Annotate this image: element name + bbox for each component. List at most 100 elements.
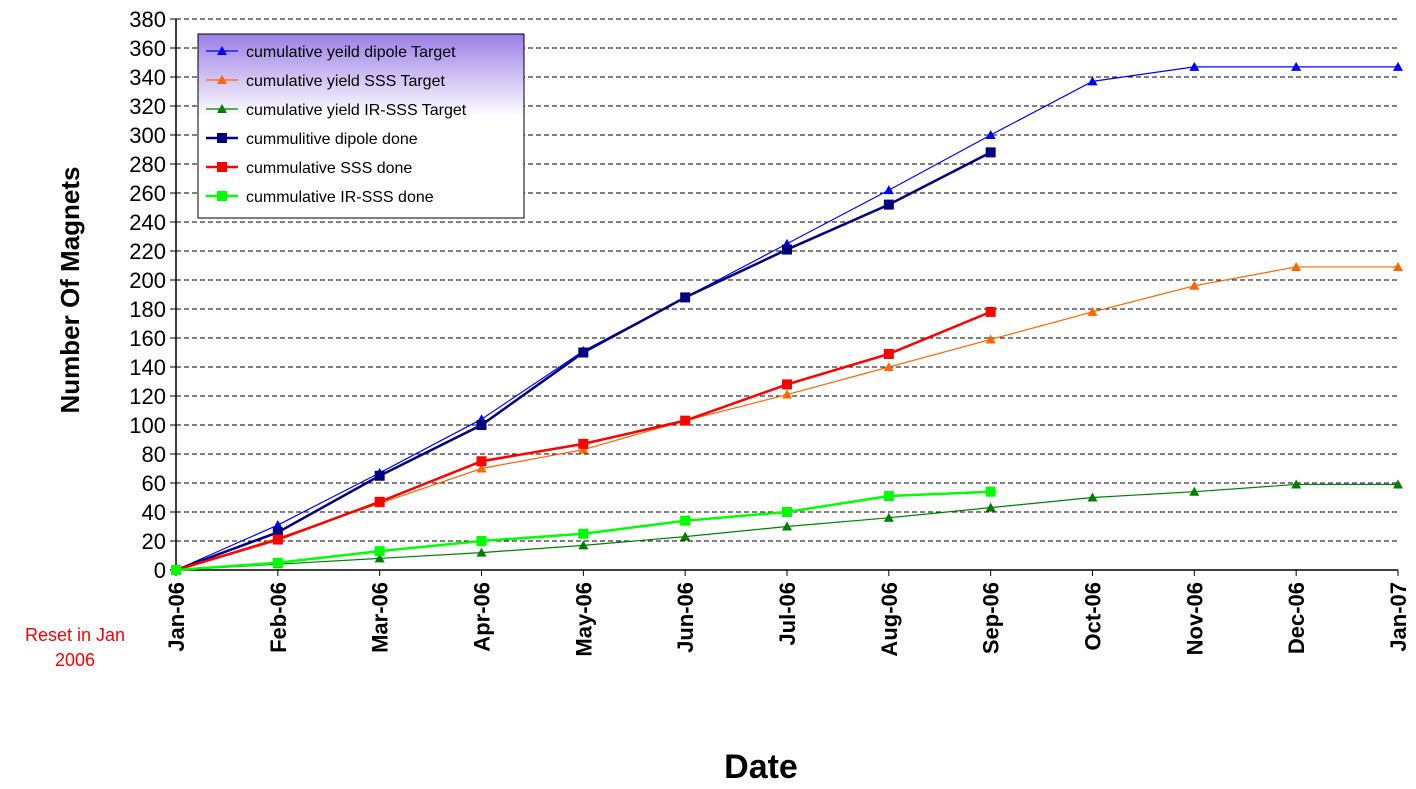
data-point: [985, 147, 996, 158]
data-point: [217, 104, 227, 113]
data-point: [1189, 486, 1200, 496]
y-tick-label: 240: [129, 210, 166, 235]
legend-label: cumulative yield IR-SSS Target: [246, 102, 467, 119]
legend-entry: cummulitive dipole done: [206, 131, 418, 148]
x-tick-label: Jan-06: [164, 582, 189, 652]
y-tick-label: 340: [129, 65, 166, 90]
legend-entry: cumulative yeild dipole Target: [206, 44, 456, 61]
data-point: [272, 557, 283, 568]
legend-label: cumulative yield SSS Target: [246, 73, 445, 90]
data-point: [374, 496, 385, 507]
data-point: [476, 536, 487, 546]
data-point: [782, 521, 792, 531]
data-point: [985, 486, 996, 497]
data-point: [782, 389, 792, 399]
x-tick-label: Mar-06: [368, 582, 393, 653]
reset-note-line-1: Reset in Jan: [24, 625, 126, 645]
legend-label: cummulitive dipole done: [246, 131, 418, 148]
y-tick-label: 100: [129, 413, 166, 438]
y-tick-label: 360: [129, 36, 166, 61]
data-point: [374, 553, 385, 563]
data-point: [578, 347, 589, 358]
data-point: [217, 46, 227, 55]
data-point: [1291, 61, 1302, 71]
data-point: [578, 444, 589, 454]
series: [171, 61, 1403, 575]
data-point: [1087, 306, 1098, 316]
data-point: [1087, 76, 1098, 86]
data-point: [883, 362, 894, 371]
data-point: [680, 515, 691, 526]
y-tick-label: 180: [129, 297, 166, 322]
legend-entry: cummulative IR-SSS done: [206, 189, 434, 206]
data-point: [782, 244, 792, 255]
data-point: [883, 491, 894, 502]
data-point: [1087, 492, 1098, 502]
y-tick-label: 140: [129, 355, 166, 380]
y-tick-labels: 0 20 40 60 80 100 120 140 160 180 200 220 240 260 280 3…: [129, 7, 166, 583]
x-tick-labels: Jan-06 Feb-06 Mar-06 Apr-06 May-06 Jun-06 Jul-…: [164, 582, 1411, 657]
y-tick-label: 320: [129, 94, 166, 119]
y-tick-label: 380: [129, 7, 166, 32]
data-point: [217, 191, 227, 201]
data-point: [985, 502, 996, 512]
data-point: [1189, 61, 1200, 71]
series-6: [171, 486, 996, 575]
data-point: [374, 546, 385, 557]
data-point: [782, 507, 792, 517]
y-tick-label: 0: [154, 558, 166, 583]
data-point: [272, 527, 283, 538]
data-point: [578, 528, 589, 539]
legend-label: cummulative SSS done: [246, 160, 412, 177]
y-tick-label: 20: [142, 529, 166, 554]
y-axis-title: Number Of Magnets: [55, 166, 85, 413]
data-point: [1393, 61, 1403, 71]
x-tick-label: Jun-06: [673, 582, 698, 653]
data-point: [883, 348, 894, 359]
data-point: [1189, 280, 1200, 290]
data-point: [883, 512, 894, 522]
data-point: [680, 531, 691, 541]
y-tick-label: 280: [129, 152, 166, 177]
y-tick-label: 60: [142, 471, 166, 496]
data-point: [1393, 479, 1403, 489]
x-tick-label: Sep-06: [979, 582, 1004, 654]
data-point: [985, 306, 996, 317]
data-point: [476, 420, 487, 430]
x-tick-label: Dec-06: [1284, 582, 1309, 654]
data-point: [680, 415, 691, 426]
data-point: [680, 292, 691, 303]
legend-label: cummulative IR-SSS done: [246, 189, 434, 206]
legend-entry: cumulative yield IR-SSS Target: [206, 102, 467, 119]
data-point: [985, 334, 996, 344]
reset-note-line-2: 2006: [54, 650, 96, 670]
x-tick-label: Oct-06: [1081, 582, 1106, 650]
data-point: [476, 456, 487, 467]
legend: cumulative yeild dipole Target cumulative…: [197, 33, 525, 219]
data-point: [374, 470, 385, 481]
x-tick-label: May-06: [571, 582, 596, 657]
series-4: [171, 147, 996, 575]
legend-entry: cumulative yield SSS Target: [206, 73, 445, 90]
data-point: [272, 534, 283, 545]
data-point: [782, 379, 792, 390]
data-point: [578, 540, 589, 550]
y-tick-label: 260: [129, 181, 166, 206]
y-tick-label: 80: [142, 442, 166, 467]
axes: [170, 18, 1399, 576]
data-point: [217, 75, 227, 84]
data-point: [476, 547, 487, 557]
y-tick-label: 160: [129, 326, 166, 351]
data-point: [1291, 479, 1302, 489]
data-point: [171, 565, 181, 575]
data-point: [1393, 261, 1403, 271]
data-point: [883, 199, 894, 210]
x-axis-title: Date: [724, 748, 798, 786]
data-point: [476, 463, 487, 473]
data-point: [985, 130, 996, 139]
legend-entry: cummulative SSS done: [206, 160, 412, 177]
x-tick-label: Apr-06: [470, 582, 495, 652]
data-point: [217, 162, 227, 172]
x-tick-label: Feb-06: [266, 582, 291, 653]
